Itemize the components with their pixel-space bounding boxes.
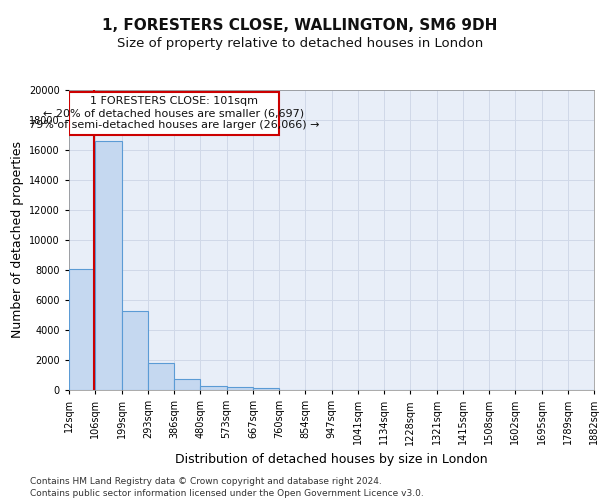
Bar xyxy=(174,379,200,390)
Bar xyxy=(227,387,253,390)
Text: Contains HM Land Registry data © Crown copyright and database right 2024.: Contains HM Land Registry data © Crown c… xyxy=(30,478,382,486)
FancyBboxPatch shape xyxy=(69,92,279,135)
Bar xyxy=(69,268,95,390)
Bar xyxy=(148,363,174,390)
X-axis label: Distribution of detached houses by size in London: Distribution of detached houses by size … xyxy=(175,453,488,466)
Text: 79% of semi-detached houses are larger (26,066) →: 79% of semi-detached houses are larger (… xyxy=(29,120,319,130)
Text: ← 20% of detached houses are smaller (6,697): ← 20% of detached houses are smaller (6,… xyxy=(43,108,305,118)
Text: Size of property relative to detached houses in London: Size of property relative to detached ho… xyxy=(117,38,483,51)
Y-axis label: Number of detached properties: Number of detached properties xyxy=(11,142,23,338)
Text: 1 FORESTERS CLOSE: 101sqm: 1 FORESTERS CLOSE: 101sqm xyxy=(90,96,258,106)
Bar xyxy=(95,141,121,390)
Bar xyxy=(200,386,227,390)
Bar xyxy=(253,388,279,390)
Bar xyxy=(121,310,148,390)
Text: Contains public sector information licensed under the Open Government Licence v3: Contains public sector information licen… xyxy=(30,489,424,498)
Text: 1, FORESTERS CLOSE, WALLINGTON, SM6 9DH: 1, FORESTERS CLOSE, WALLINGTON, SM6 9DH xyxy=(103,18,497,32)
